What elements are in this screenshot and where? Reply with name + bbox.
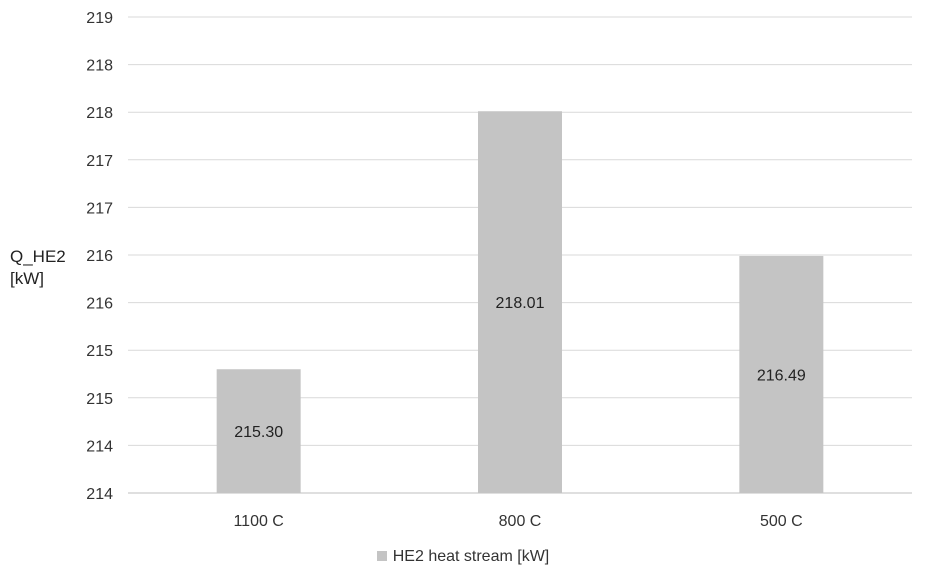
- legend: HE2 heat stream [kW]: [0, 548, 926, 566]
- legend-swatch: [376, 551, 387, 561]
- data-label: 215.30: [234, 424, 283, 441]
- y-tick-label: 217: [86, 200, 113, 217]
- y-axis-label-line1: Q_HE2: [10, 247, 66, 266]
- data-label: 218.01: [496, 295, 545, 312]
- data-labels: 215.30 218.01 216.49: [234, 295, 806, 441]
- bar: [478, 111, 562, 494]
- bars: [216, 111, 824, 494]
- data-label: 216.49: [757, 367, 806, 384]
- legend-label: HE2 heat stream [kW]: [392, 548, 550, 565]
- y-tick-label: 216: [86, 248, 113, 265]
- y-tick-label: 217: [86, 153, 113, 170]
- y-tick-label: 219: [86, 10, 113, 27]
- y-tick-label: 218: [86, 105, 113, 122]
- x-axis-ticks: 1100 C 800 C 500 C: [233, 513, 802, 530]
- y-tick-label: 218: [86, 58, 113, 75]
- y-axis-label: Q_HE2 [kW]: [10, 246, 70, 290]
- x-tick-label: 800 C: [499, 513, 542, 530]
- y-tick-label: 214: [86, 438, 113, 455]
- y-axis-ticks: 214 214 215 215 216 216 217 217 218 218 219: [86, 10, 113, 503]
- y-axis-label-line2: [kW]: [10, 269, 44, 288]
- y-tick-label: 216: [86, 296, 113, 313]
- y-tick-label: 215: [86, 343, 113, 360]
- y-tick-label: 215: [86, 391, 113, 408]
- x-tick-label: 500 C: [760, 513, 803, 530]
- bar: [216, 369, 301, 493]
- x-tick-label: 1100 C: [233, 513, 283, 530]
- y-tick-label: 214: [86, 486, 113, 503]
- bar: [739, 255, 824, 493]
